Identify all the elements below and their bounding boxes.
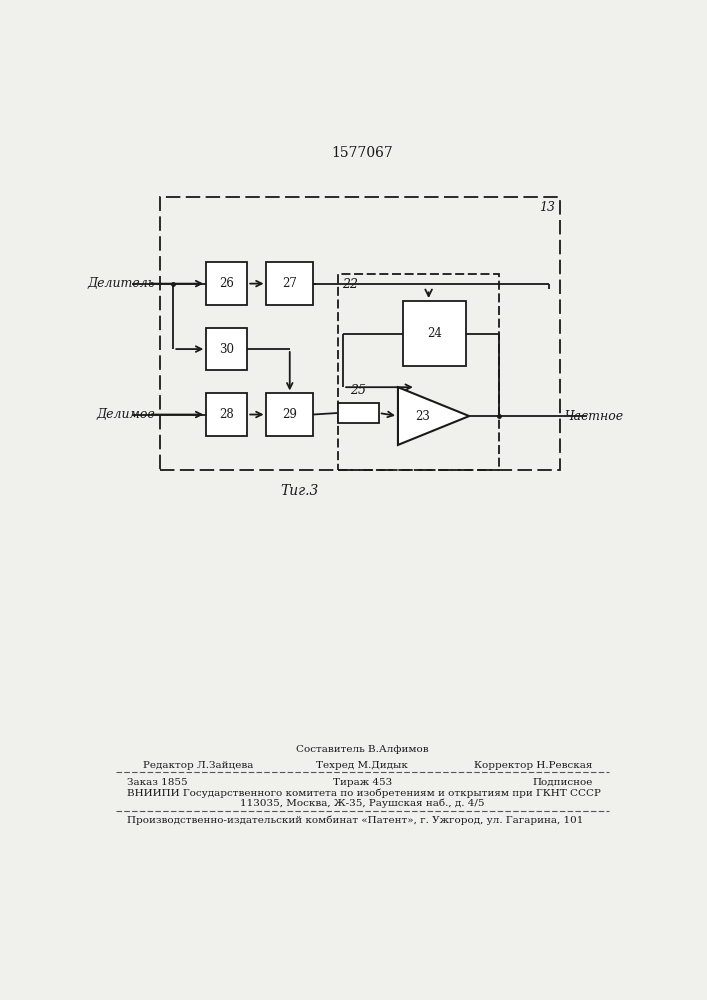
- Text: 28: 28: [219, 408, 234, 421]
- Text: Делимое: Делимое: [96, 408, 156, 421]
- Bar: [160, 197, 560, 470]
- Polygon shape: [398, 387, 469, 445]
- Text: 26: 26: [219, 277, 234, 290]
- Text: 29: 29: [282, 408, 297, 421]
- Text: 22: 22: [342, 278, 358, 291]
- Text: 23: 23: [416, 410, 431, 423]
- Text: Корректор Н.Ревская: Корректор Н.Ревская: [474, 761, 592, 770]
- Text: ВНИИПИ Государственного комитета по изобретениям и открытиям при ГКНТ СССР: ВНИИПИ Государственного комитета по изоб…: [127, 788, 601, 798]
- Bar: [206, 328, 247, 370]
- Text: Заказ 1855: Заказ 1855: [127, 778, 187, 787]
- Text: Частное: Частное: [564, 410, 623, 423]
- Text: 113035, Москва, Ж-35, Раушская наб., д. 4/5: 113035, Москва, Ж-35, Раушская наб., д. …: [240, 798, 484, 808]
- Text: Делитель: Делитель: [88, 277, 156, 290]
- Text: 24: 24: [428, 327, 443, 340]
- Bar: [267, 393, 313, 436]
- Text: Производственно-издательский комбинат «Патент», г. Ужгород, ул. Гагарина, 101: Производственно-издательский комбинат «П…: [127, 816, 583, 825]
- Bar: [404, 301, 467, 366]
- Bar: [338, 274, 499, 470]
- Text: Тираж 453: Тираж 453: [333, 778, 392, 787]
- Text: Подписное: Подписное: [532, 778, 592, 787]
- Text: 25: 25: [350, 384, 366, 397]
- Text: Τиг.3: Τиг.3: [280, 484, 319, 498]
- Text: 30: 30: [219, 343, 234, 356]
- Text: Редактор Л.Зайцева: Редактор Л.Зайцева: [144, 761, 254, 770]
- Bar: [206, 393, 247, 436]
- Bar: [206, 262, 247, 305]
- Bar: [338, 403, 379, 423]
- Text: 13: 13: [539, 201, 555, 214]
- Text: 1577067: 1577067: [332, 146, 393, 160]
- Text: Составитель В.Алфимов: Составитель В.Алфимов: [296, 745, 428, 754]
- Bar: [267, 262, 313, 305]
- Text: Техред М.Дидык: Техред М.Дидык: [317, 761, 408, 770]
- Text: 27: 27: [282, 277, 297, 290]
